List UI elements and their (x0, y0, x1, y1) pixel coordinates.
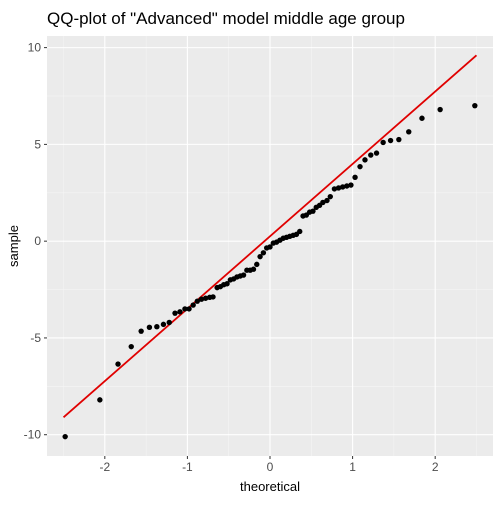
x-tick-label: 1 (349, 460, 356, 474)
data-point (327, 193, 333, 200)
data-point (194, 298, 201, 304)
data-point (62, 433, 68, 440)
data-point (348, 182, 354, 188)
data-point (182, 306, 188, 312)
y-tick-label: -10 (24, 428, 42, 442)
data-point (177, 309, 183, 315)
data-point (128, 343, 134, 350)
data-point (362, 157, 368, 163)
y-tick-label: 5 (34, 137, 41, 151)
reference-line (62, 54, 478, 418)
data-point (267, 244, 273, 250)
data-point (172, 310, 178, 316)
data-point (97, 397, 103, 403)
x-tick-label: 0 (267, 460, 274, 474)
data-point (472, 102, 478, 109)
data-point (419, 115, 425, 121)
y-tick-label: -5 (30, 331, 41, 345)
data-point (190, 302, 196, 308)
data-point (146, 324, 153, 330)
data-point (368, 152, 374, 158)
x-tick-label: 2 (432, 460, 439, 474)
x-tick-label: -2 (99, 460, 110, 474)
data-point (331, 186, 338, 192)
data-point (396, 136, 402, 143)
data-point (380, 139, 386, 146)
data-point (224, 281, 230, 287)
reference-line-layer (62, 54, 478, 418)
data-point (250, 266, 257, 272)
data-point (406, 129, 412, 135)
data-point (254, 261, 260, 268)
data-point (297, 228, 303, 235)
data-point (202, 295, 209, 301)
data-point (257, 253, 263, 260)
data-point (240, 272, 247, 278)
points-layer (62, 102, 478, 440)
data-point (210, 294, 216, 300)
y-tick-label: 0 (34, 234, 41, 248)
data-point (339, 184, 346, 190)
y-axis-label: sample (6, 225, 21, 267)
data-point (154, 324, 160, 330)
data-point (160, 321, 167, 328)
data-point (198, 296, 205, 302)
x-tick-label: -1 (182, 460, 193, 474)
x-axis-ticks: -2 -1 0 1 2 (99, 456, 439, 474)
data-point (115, 361, 121, 367)
data-point (310, 208, 316, 214)
chart-title: QQ-plot of "Advanced" model middle age g… (47, 9, 405, 28)
data-point (352, 174, 358, 180)
y-tick-label: 10 (28, 41, 42, 55)
grid-lines (47, 36, 493, 456)
data-point (357, 163, 363, 170)
data-point (166, 319, 172, 326)
data-point (138, 328, 144, 334)
data-point (344, 183, 350, 189)
y-axis-ticks: -10 -5 0 5 10 (24, 41, 47, 442)
data-point (186, 306, 192, 312)
data-point (387, 137, 394, 144)
data-point (373, 150, 380, 156)
data-point (320, 199, 326, 206)
data-point (437, 106, 443, 113)
data-point (324, 197, 330, 204)
data-point (335, 185, 342, 191)
x-axis-label: theoretical (240, 479, 300, 494)
data-point (260, 250, 267, 256)
